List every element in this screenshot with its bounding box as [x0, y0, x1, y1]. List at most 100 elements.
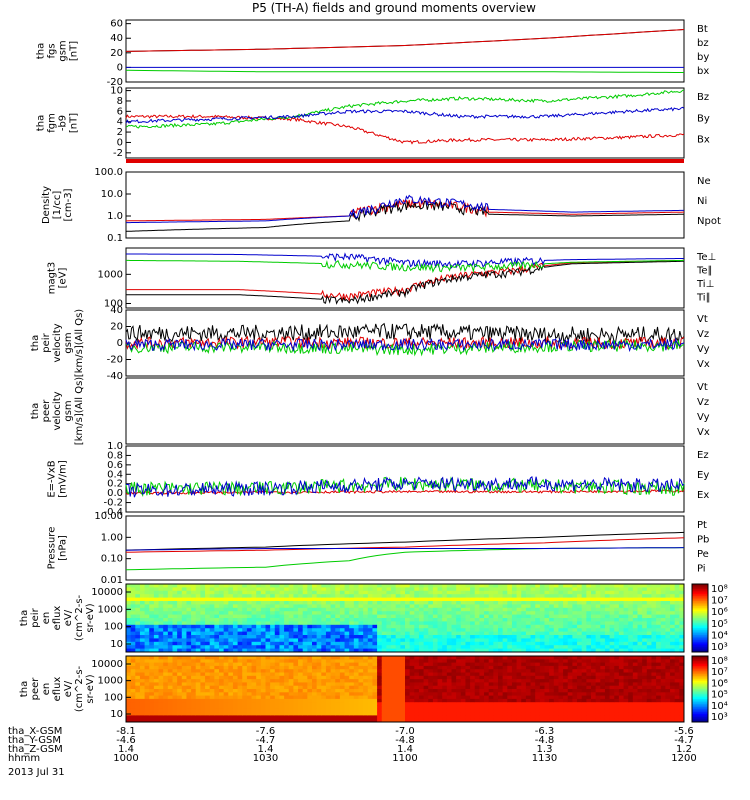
heatmap-cell	[553, 587, 559, 592]
heatmap-cell	[474, 705, 480, 710]
heatmap-cell	[646, 718, 652, 723]
heatmap-cell	[256, 708, 262, 713]
heatmap-cell	[651, 682, 657, 687]
heatmap-cell	[451, 645, 457, 650]
heatmap-cell	[446, 679, 452, 683]
heatmap-cell	[465, 628, 471, 633]
heatmap-cell	[353, 675, 359, 680]
heatmap-cell	[339, 689, 346, 693]
heatmap-cell	[158, 705, 164, 710]
heatmap-cell	[405, 604, 411, 609]
heatmap-cell	[488, 628, 494, 633]
heatmap-cell	[167, 628, 173, 633]
heatmap-cell	[260, 611, 266, 616]
heatmap-cell	[479, 659, 485, 664]
heatmap-cell	[353, 669, 359, 673]
heatmap-cell	[549, 715, 555, 720]
heatmap-cell	[656, 648, 662, 653]
heatmap-cell	[437, 669, 443, 673]
heatmap-cell	[586, 635, 592, 639]
heatmap-cell	[335, 624, 341, 629]
heatmap-cell	[628, 638, 634, 643]
heatmap-cell	[498, 590, 504, 595]
heatmap-cell	[521, 718, 527, 723]
heatmap-cell	[242, 715, 248, 720]
heatmap-cell	[195, 614, 201, 619]
heatmap-cell	[242, 656, 248, 660]
y-tick-label: 0.01	[101, 575, 123, 586]
heatmap-cell	[581, 601, 587, 605]
heatmap-cell	[549, 669, 555, 673]
heatmap-cell	[405, 624, 411, 629]
heatmap-cell	[484, 628, 490, 633]
heatmap-cell	[498, 682, 504, 687]
heatmap-cell	[149, 685, 155, 690]
heatmap-cell	[535, 621, 541, 626]
heatmap-cell	[405, 648, 411, 653]
heatmap-cell	[502, 695, 508, 700]
heatmap-cell	[349, 604, 355, 609]
heatmap-cell	[200, 641, 206, 646]
heatmap-cell	[572, 718, 578, 723]
heatmap-cell	[260, 662, 266, 667]
heatmap-cell	[228, 618, 234, 622]
heatmap-cell	[423, 641, 429, 646]
heatmap-cell	[595, 645, 601, 650]
heatmap-cell	[470, 702, 476, 706]
heatmap-cell	[251, 698, 257, 703]
heatmap-cell	[358, 708, 364, 713]
heatmap-cell	[577, 659, 583, 664]
heatmap-cell	[446, 702, 452, 706]
heatmap-cell	[409, 645, 415, 650]
heatmap-cell	[460, 692, 466, 697]
legend-Ni: Ni	[697, 196, 707, 207]
heatmap-cell	[181, 597, 187, 602]
heatmap-cell	[377, 607, 383, 612]
heatmap-cell	[274, 601, 280, 605]
heatmap-cell	[186, 685, 192, 690]
heatmap-cell	[284, 635, 290, 639]
heatmap-cell	[493, 618, 499, 622]
heatmap-cell	[628, 597, 634, 602]
heatmap-cell	[242, 685, 248, 690]
heatmap-cell	[279, 705, 285, 710]
heatmap-cell	[260, 641, 266, 646]
heatmap-cell	[265, 604, 271, 609]
heatmap-cell	[167, 669, 173, 673]
heatmap-cell	[502, 587, 508, 592]
heatmap-cell	[400, 665, 406, 670]
heatmap-cell	[163, 645, 169, 650]
heatmap-cell	[558, 594, 564, 599]
heatmap-cell	[507, 679, 513, 683]
heatmap-cell	[488, 705, 494, 710]
heatmap-cell	[316, 689, 322, 693]
heatmap-cell	[474, 604, 480, 609]
heatmap-cell	[418, 604, 425, 609]
heatmap-cell	[163, 665, 169, 670]
heatmap-cell	[437, 648, 443, 653]
heatmap-cell	[456, 708, 462, 713]
heatmap-cell	[637, 621, 643, 626]
heatmap-cell	[381, 656, 387, 660]
heatmap-cell	[409, 675, 415, 680]
heatmap-cell	[428, 672, 434, 677]
heatmap-cell	[139, 685, 146, 690]
heatmap-cell	[144, 665, 150, 670]
heatmap-cell	[539, 645, 545, 650]
heatmap-cell	[484, 618, 490, 622]
heatmap-cell	[567, 628, 573, 633]
heatmap-cell	[479, 628, 485, 633]
heatmap-cell	[186, 705, 192, 710]
heatmap-cell	[409, 601, 415, 605]
heatmap-cell	[577, 648, 583, 653]
series-line-Vy	[125, 338, 685, 357]
heatmap-cell	[205, 679, 211, 683]
heatmap-cell	[325, 597, 332, 602]
heatmap-cell	[600, 584, 606, 588]
heatmap-cell	[465, 672, 471, 677]
heatmap-cell	[525, 584, 532, 588]
heatmap-cell	[167, 672, 173, 677]
heatmap-cell	[325, 692, 332, 697]
heatmap-cell	[670, 662, 676, 667]
heatmap-cell	[437, 689, 443, 693]
